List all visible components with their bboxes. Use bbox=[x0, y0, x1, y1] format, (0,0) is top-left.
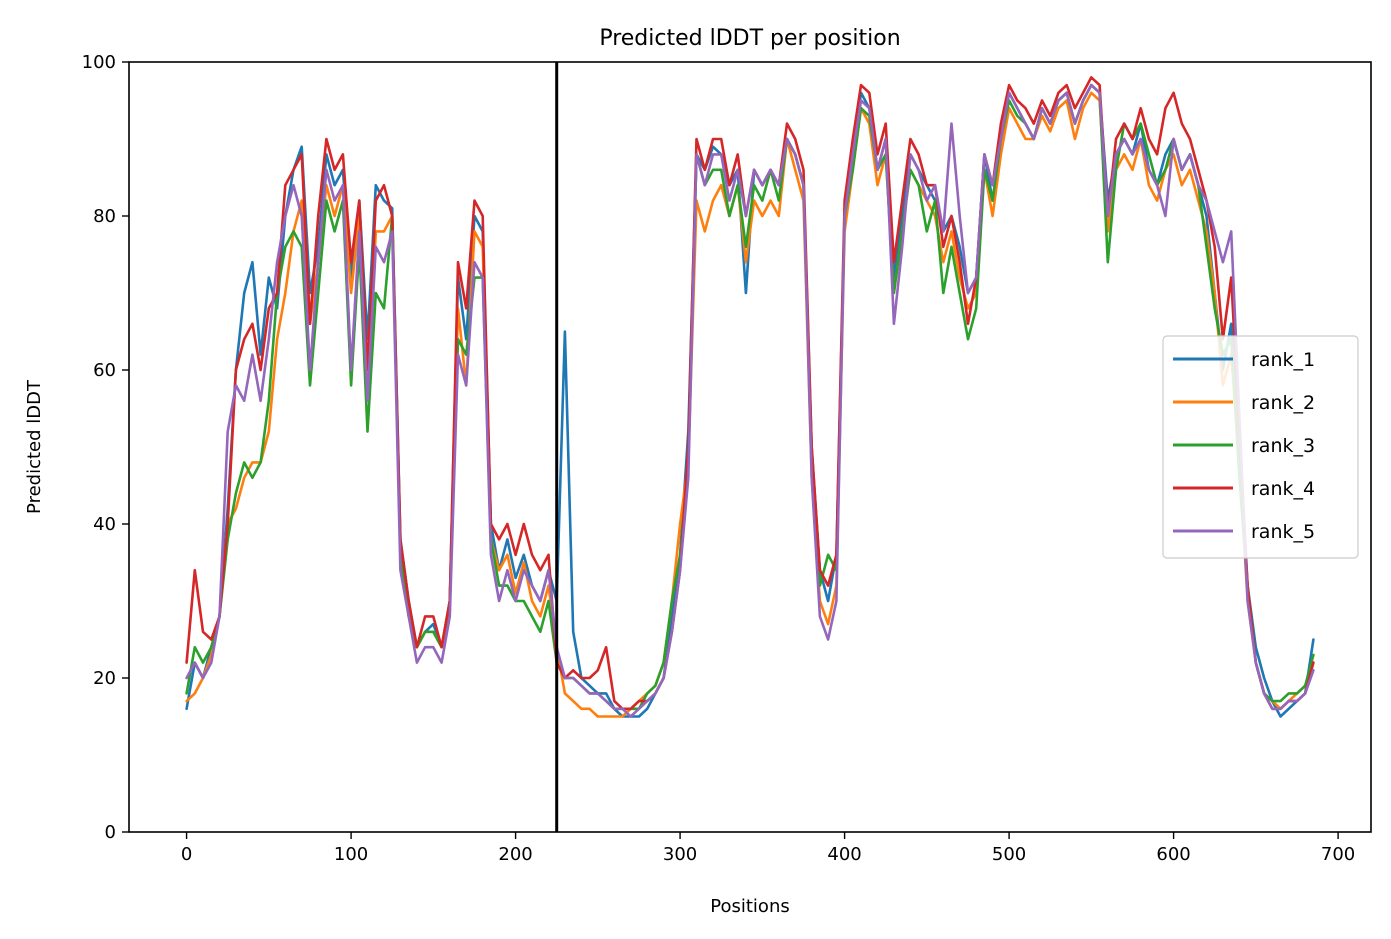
x-axis-ticks: 0 100 200 300 400 500 600 700 bbox=[181, 832, 1355, 865]
y-tick-label: 80 bbox=[93, 206, 116, 227]
x-tick-label: 100 bbox=[334, 844, 368, 865]
x-tick-label: 700 bbox=[1321, 844, 1355, 865]
x-tick-label: 600 bbox=[1156, 844, 1190, 865]
legend-label-rank_3: rank_3 bbox=[1251, 435, 1315, 457]
x-tick-label: 0 bbox=[181, 844, 192, 865]
legend-box bbox=[1162, 335, 1359, 559]
chart-title: Predicted lDDT per position bbox=[599, 26, 900, 51]
series-line-rank_5 bbox=[185, 83, 1315, 718]
legend-label-rank_2: rank_2 bbox=[1251, 392, 1315, 414]
legend-label-rank_4: rank_4 bbox=[1251, 478, 1315, 500]
series-layer bbox=[185, 76, 1315, 718]
y-tick-label: 0 bbox=[105, 822, 116, 843]
legend: rank_1 rank_2 rank_3 rank_4 rank_5 bbox=[1162, 335, 1359, 559]
y-tick-label: 100 bbox=[82, 52, 116, 73]
legend-label-rank_1: rank_1 bbox=[1251, 349, 1315, 371]
y-tick-label: 60 bbox=[93, 360, 116, 381]
x-tick-label: 500 bbox=[992, 844, 1026, 865]
x-tick-label: 300 bbox=[663, 844, 697, 865]
x-tick-label: 200 bbox=[498, 844, 532, 865]
x-axis-label: Positions bbox=[710, 896, 789, 917]
plot-frame bbox=[128, 61, 1372, 833]
x-tick-label: 400 bbox=[827, 844, 861, 865]
y-axis-ticks: 0 20 40 60 80 100 bbox=[82, 52, 129, 843]
y-tick-label: 40 bbox=[93, 514, 116, 535]
y-tick-label: 20 bbox=[93, 668, 116, 689]
legend-label-rank_5: rank_5 bbox=[1251, 521, 1315, 543]
y-axis-label: Predicted lDDT bbox=[24, 379, 45, 514]
